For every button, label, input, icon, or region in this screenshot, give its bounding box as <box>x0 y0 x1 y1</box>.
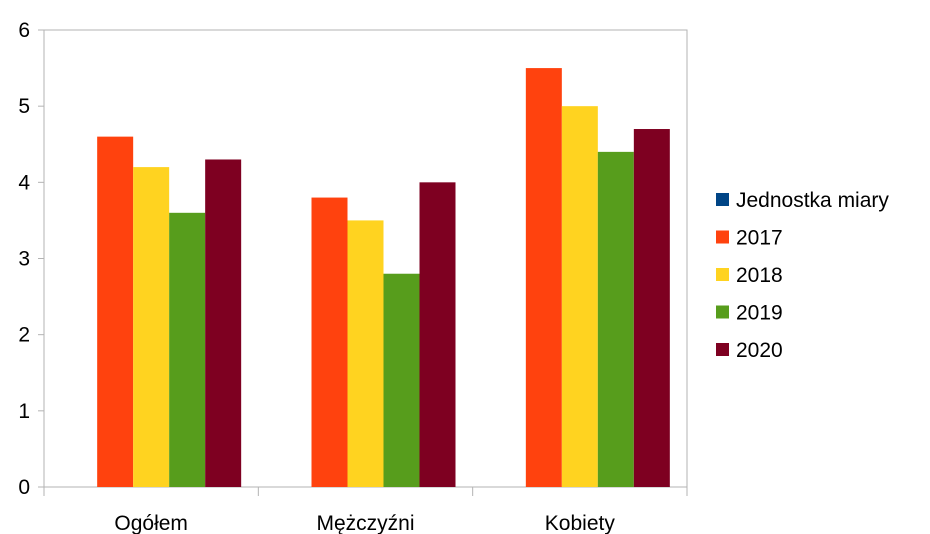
x-axis: Ogółem Mężczyźni Kobiety <box>43 487 688 534</box>
bar-2020-0 <box>205 159 242 487</box>
bars <box>97 68 670 488</box>
x-category-label: Mężczyźni <box>316 512 414 534</box>
legend-swatch <box>716 230 729 244</box>
legend-label: Jednostka miary <box>736 189 889 212</box>
legend-label: 2019 <box>736 302 783 325</box>
legend-swatch <box>716 193 729 206</box>
y-tick-label: 2 <box>18 324 30 347</box>
x-category-label: Kobiety <box>545 512 616 534</box>
y-tick-label: 6 <box>18 19 30 42</box>
legend-swatch <box>716 343 729 356</box>
y-tick-label: 4 <box>18 171 30 194</box>
y-tick-label: 1 <box>18 400 30 423</box>
y-tick-label: 5 <box>18 95 30 118</box>
legend-swatch <box>716 268 729 281</box>
bar-2018-1 <box>347 220 384 487</box>
y-tick-label: 3 <box>18 248 30 271</box>
bar-2018-2 <box>561 106 598 488</box>
legend-swatch <box>716 305 729 319</box>
y-axis: 0 1 2 3 4 5 6 <box>18 19 44 499</box>
bar-2019-1 <box>383 273 420 487</box>
legend-label: 2020 <box>736 339 783 362</box>
bar-2020-1 <box>419 182 456 488</box>
bar-2017-0 <box>97 136 134 487</box>
bar-2020-2 <box>633 129 670 487</box>
legend: Jednostka miary 2017 2018 2019 2020 <box>716 189 889 362</box>
y-tick-label: 0 <box>18 476 30 499</box>
bar-2017-1 <box>311 197 348 488</box>
bar-2019-0 <box>169 212 206 488</box>
legend-label: 2017 <box>736 227 783 250</box>
bar-2018-0 <box>133 167 170 487</box>
bar-2019-2 <box>597 151 634 487</box>
legend-label: 2018 <box>736 264 783 287</box>
bar-2017-2 <box>525 68 562 487</box>
x-category-label: Ogółem <box>114 512 188 534</box>
